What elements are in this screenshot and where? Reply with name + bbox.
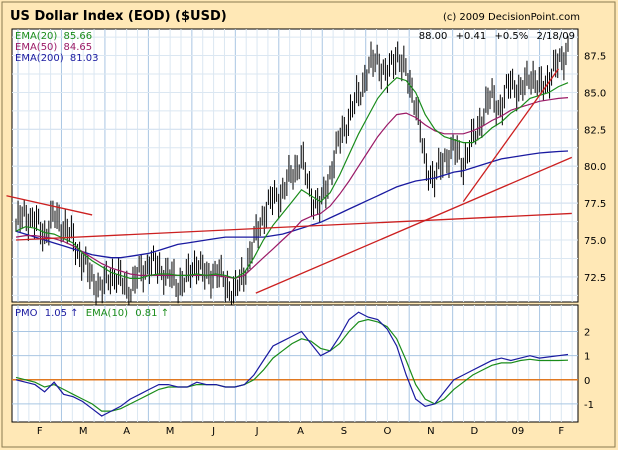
month-tick-label: F bbox=[558, 426, 564, 437]
trendline bbox=[255, 156, 573, 294]
arrow-up-icon: ↑ bbox=[70, 308, 78, 319]
trendline bbox=[462, 68, 560, 203]
price-series bbox=[6, 35, 573, 312]
pmo-tick-label: 1 bbox=[584, 352, 590, 363]
month-tick-label: J bbox=[211, 426, 215, 437]
month-tick-label: M bbox=[166, 426, 175, 437]
pmo-tick-label: 2 bbox=[584, 328, 590, 339]
chart-title: US Dollar Index (EOD) ($USD) bbox=[10, 9, 227, 24]
trendline bbox=[15, 212, 572, 241]
legend-ema200: EMA(200) 81.03 bbox=[15, 53, 99, 64]
legend-ema20-name: EMA(20) bbox=[15, 31, 57, 42]
price-tick-label: 85.0 bbox=[584, 88, 606, 99]
price-grid bbox=[12, 29, 578, 302]
month-tick-label: O bbox=[384, 426, 392, 437]
month-tick-label: J bbox=[255, 426, 259, 437]
pmo-panel: 2 1 0 -1 PMO 1.05 ↑ EMA(10) 0.81 ↑ bbox=[11, 304, 594, 423]
pmo-series bbox=[15, 311, 569, 417]
pmo-y-axis: 2 1 0 -1 bbox=[584, 328, 594, 411]
legend-ema10-value: 0.81 bbox=[135, 308, 157, 319]
month-tick-label: A bbox=[297, 426, 304, 437]
month-tick-label: 09 bbox=[511, 426, 524, 437]
month-tick-label: D bbox=[471, 426, 479, 437]
price-y-axis: 87.5 85.0 82.5 80.0 77.5 75.0 72.5 bbox=[584, 52, 606, 284]
quote-change: +0.41 bbox=[456, 31, 487, 42]
price-panel: 87.5 85.0 82.5 80.0 77.5 75.0 72.5 EMA(20) 85.… bbox=[6, 28, 606, 312]
month-tick-label: A bbox=[123, 426, 130, 437]
pmo-grid bbox=[12, 305, 578, 422]
month-tick-label: N bbox=[427, 426, 434, 437]
pmo-tick-label: -1 bbox=[584, 400, 594, 411]
ema50-line bbox=[15, 97, 569, 280]
price-tick-label: 72.5 bbox=[584, 273, 606, 284]
legend-ema20: EMA(20) 85.66 bbox=[15, 31, 92, 42]
pmo-line bbox=[15, 311, 569, 417]
legend-ema10-name: EMA(10) bbox=[86, 308, 128, 319]
price-tick-label: 82.5 bbox=[584, 125, 606, 136]
pmo-tick-label: 0 bbox=[584, 376, 590, 387]
trendline bbox=[6, 195, 93, 216]
legend-pmo-value: 1.05 bbox=[45, 308, 67, 319]
month-tick-label: M bbox=[79, 426, 88, 437]
pmo-plot-area bbox=[11, 304, 579, 423]
quote-pct: +0.5% bbox=[494, 31, 528, 42]
legend-ema50-name: EMA(50) bbox=[15, 42, 57, 53]
price-tick-label: 87.5 bbox=[584, 52, 606, 63]
price-tick-label: 77.5 bbox=[584, 199, 606, 210]
legend-pmo-name: PMO bbox=[15, 308, 38, 319]
month-tick-label: F bbox=[37, 426, 43, 437]
legend-ema50: EMA(50) 84.65 bbox=[15, 42, 92, 53]
pmo-ema10-line bbox=[15, 318, 569, 412]
price-tick-label: 75.0 bbox=[584, 236, 606, 247]
month-tick-label: S bbox=[341, 426, 347, 437]
legend-ema200-name: EMA(200) bbox=[15, 53, 64, 64]
arrow-up-icon: ↑ bbox=[161, 308, 169, 319]
quote-readout: 88.00 +0.41 +0.5% 2/18/09 bbox=[419, 31, 575, 42]
legend-ema200-value: 81.03 bbox=[70, 53, 99, 64]
quote-last: 88.00 bbox=[419, 31, 448, 42]
x-axis-months: F M A M J J A S O N D 09 F bbox=[37, 426, 565, 437]
quote-date: 2/18/09 bbox=[536, 31, 575, 42]
legend-ema20-value: 85.66 bbox=[64, 31, 93, 42]
price-tick-label: 80.0 bbox=[584, 162, 606, 173]
pmo-legend: PMO 1.05 ↑ EMA(10) 0.81 ↑ bbox=[15, 308, 169, 319]
ema20-line bbox=[15, 77, 569, 280]
legend-ema50-value: 84.65 bbox=[64, 42, 93, 53]
copyright: (c) 2009 DecisionPoint.com bbox=[443, 12, 580, 23]
